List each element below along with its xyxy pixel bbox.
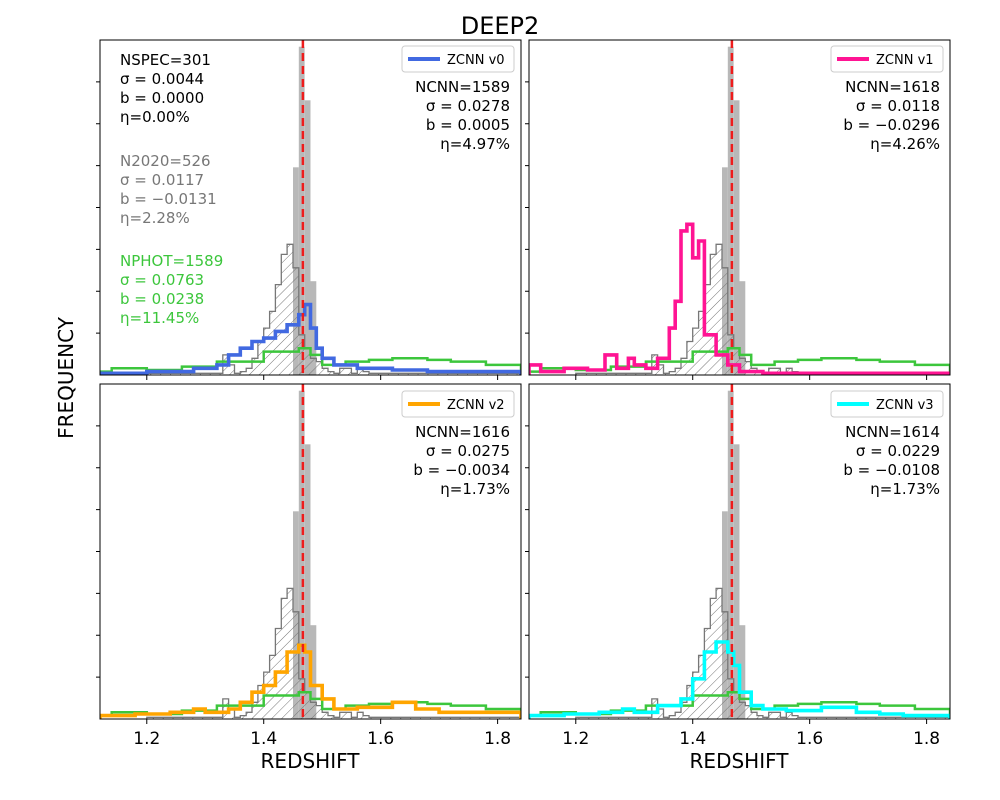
cnn-stats: NCNN=1616 σ = 0.0275 b = −0.0034 η=1.73%	[413, 423, 510, 498]
x-axis-label-right: REDSHIFT	[690, 749, 790, 773]
spec-bar	[739, 281, 746, 375]
sigma-text: σ = 0.0275	[426, 442, 510, 460]
x-tick-label: 1.2	[562, 729, 589, 749]
x-tick-label: 1.6	[796, 729, 823, 749]
plot-area	[529, 40, 950, 375]
sigma-text: σ = 0.0229	[856, 442, 940, 460]
eta-text: η=4.26%	[870, 135, 940, 153]
eta-text: η=1.73%	[440, 480, 510, 498]
nspec-eta-text: η=0.00%	[120, 108, 190, 126]
n2020-eta-text: η=2.28%	[120, 209, 190, 227]
x-tick-label: 1.8	[484, 729, 511, 749]
n2020-sigma-text: σ = 0.0117	[120, 171, 204, 189]
nspec-text: NSPEC=301	[120, 51, 211, 69]
ncnn-text: NCNN=1614	[845, 423, 940, 441]
x-tick-label: 1.2	[133, 729, 160, 749]
legend-box	[401, 390, 515, 418]
legend-label: ZCNN v0	[447, 53, 505, 68]
panel-zcnn-v3: 1.2 1.4 1.6 1.8 ZCNN v3 NCNN=1614 σ = 0.022…	[525, 383, 951, 749]
legend: ZCNN v2	[401, 390, 515, 418]
n2020-text: N2020=526	[120, 152, 211, 170]
x-tick-label: 1.4	[679, 729, 706, 749]
legend-box	[830, 390, 944, 418]
ticks	[96, 81, 499, 380]
cnn-histogram	[529, 222, 950, 375]
eta-text: η=1.73%	[870, 480, 940, 498]
bias-text: b = −0.0108	[843, 461, 940, 479]
cnn-histogram	[100, 643, 521, 719]
ticks: 1.2 1.4 1.6 1.8	[96, 425, 511, 749]
sigma-text: σ = 0.0278	[426, 97, 510, 115]
n2020-bias-text: b = −0.0131	[120, 190, 217, 208]
cnn-stats: NCNN=1618 σ = 0.0118 b = −0.0296 η=4.26%	[843, 78, 940, 153]
chart-title: DEEP2	[461, 12, 540, 40]
ncnn-text: NCNN=1589	[415, 78, 510, 96]
panel-zcnn-v1: ZCNN v1 NCNN=1618 σ = 0.0118 b = −0.0296…	[525, 39, 951, 380]
reference-stats: NSPEC=301 σ = 0.0044 b = 0.0000 η=0.00% …	[120, 51, 223, 327]
n2020-histogram	[146, 587, 521, 719]
cnn-histogram	[100, 302, 521, 375]
legend: ZCNN v3	[830, 390, 944, 418]
legend-label: ZCNN v2	[447, 398, 505, 413]
nphot-text: NPHOT=1589	[120, 252, 223, 270]
plot-area	[529, 384, 950, 719]
panel-zcnn-v0: ZCNN v0 NCNN=1589 σ = 0.0278 b = 0.0005 …	[96, 39, 522, 380]
spec-bar	[733, 444, 740, 719]
spec-bar	[304, 100, 311, 375]
x-axis-label-left: REDSHIFT	[261, 749, 361, 773]
nphot-sigma-text: σ = 0.0763	[120, 271, 204, 289]
nspec-bias-text: b = 0.0000	[120, 89, 204, 107]
ticks	[525, 81, 928, 380]
n2020-histogram	[575, 587, 950, 719]
bias-text: b = 0.0005	[426, 116, 510, 134]
legend: ZCNN v0	[401, 45, 515, 73]
ncnn-text: NCNN=1616	[415, 423, 510, 441]
cnn-histogram	[529, 640, 950, 719]
x-tick-label: 1.4	[250, 729, 277, 749]
sigma-text: σ = 0.0118	[856, 97, 940, 115]
spec-bar	[739, 625, 746, 719]
cnn-stats: NCNN=1614 σ = 0.0229 b = −0.0108 η=1.73%	[843, 423, 940, 498]
plot-area	[100, 384, 521, 719]
spec-bar	[733, 100, 740, 375]
legend: ZCNN v1	[830, 45, 944, 73]
cnn-stats: NCNN=1589 σ = 0.0278 b = 0.0005 η=4.97%	[415, 78, 510, 153]
spec-bar	[310, 625, 317, 719]
legend-box	[830, 45, 944, 73]
ticks: 1.2 1.4 1.6 1.8	[525, 425, 940, 749]
bias-text: b = −0.0296	[843, 116, 940, 134]
spec-bar	[304, 444, 311, 719]
legend-label: ZCNN v1	[876, 53, 934, 68]
n2020-histogram	[146, 243, 521, 375]
y-axis-label: FREQUENCY	[54, 316, 78, 439]
ncnn-text: NCNN=1618	[845, 78, 940, 96]
legend-box	[401, 45, 515, 73]
nphot-eta-text: η=11.45%	[120, 309, 199, 327]
x-tick-label: 1.6	[367, 729, 394, 749]
nspec-sigma-text: σ = 0.0044	[120, 70, 204, 88]
nphot-bias-text: b = 0.0238	[120, 290, 204, 308]
legend-label: ZCNN v3	[876, 398, 934, 413]
bias-text: b = −0.0034	[413, 461, 510, 479]
x-tick-label: 1.8	[913, 729, 940, 749]
plot-area	[100, 40, 521, 375]
panel-zcnn-v2: 1.2 1.4 1.6 1.8 ZCNN v2 NCNN=1616 σ = 0.027…	[96, 383, 522, 749]
n2020-histogram	[575, 243, 950, 375]
eta-text: η=4.97%	[440, 135, 510, 153]
